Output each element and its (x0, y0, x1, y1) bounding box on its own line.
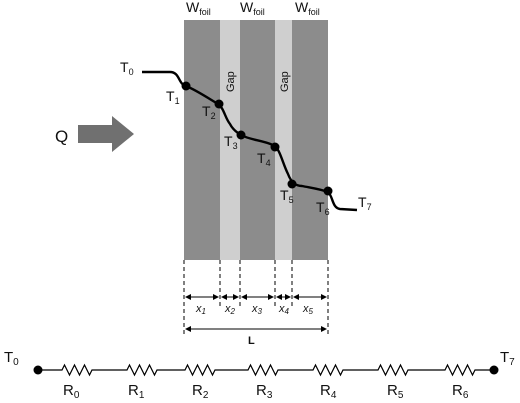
resistor-label-r5: R5 (387, 382, 404, 401)
gap-layer-1 (220, 20, 240, 260)
node-t3 (236, 130, 246, 140)
resistor-label-r4: R4 (320, 382, 337, 401)
foil-layer-1 (184, 20, 220, 260)
gap-label-2: Gap (279, 71, 291, 92)
temp-label-t7: T7 (358, 194, 372, 212)
foil-label-3: Wfoil (295, 0, 320, 17)
network-node-t0 (33, 365, 43, 375)
node-t1 (181, 81, 191, 91)
gap-label-1: Gap (225, 71, 237, 92)
gap-layer-2 (275, 20, 292, 260)
thickness-label-x3: x3 (251, 303, 263, 316)
node-t6 (323, 186, 333, 196)
resistor-label-r3: R3 (256, 382, 273, 401)
temp-label-t1: T1 (166, 88, 180, 106)
node-t5 (287, 179, 297, 189)
thickness-label-x5: x5 (302, 303, 314, 316)
node-t4 (270, 142, 280, 152)
network-label-t7: T7 (500, 349, 515, 368)
dimension-guides (183, 260, 329, 334)
temp-label-t6: T6 (316, 199, 330, 217)
temperature-profile-curve (142, 70, 358, 212)
temp-label-t2: T2 (202, 103, 216, 121)
resistor-network-wire (38, 363, 494, 377)
heat-flux-arrow-icon (78, 116, 134, 152)
resistor-label-r6: R6 (452, 382, 469, 401)
foil-label-2: Wfoil (240, 0, 265, 17)
temp-label-t3: T3 (224, 133, 238, 151)
resistor-label-r2: R2 (192, 382, 209, 401)
temp-label-t0: T0 (120, 59, 134, 77)
foil-layer-3 (292, 20, 328, 260)
foil-label-1: Wfoil (186, 0, 211, 17)
thickness-label-x4: x4 (278, 303, 290, 316)
thickness-label-x1: x1 (195, 303, 206, 316)
resistor-label-r1: R1 (128, 382, 145, 401)
resistor-label-r0: R0 (63, 382, 80, 401)
network-label-t0: T0 (4, 349, 19, 368)
network-node-t7 (489, 365, 499, 375)
thickness-label-x2: x2 (224, 303, 236, 316)
heat-flux-label: Q (55, 127, 68, 146)
node-t2 (214, 99, 224, 109)
temp-label-t4: T4 (257, 150, 271, 168)
total-length-label: L (248, 335, 255, 347)
temp-label-t5: T5 (280, 187, 294, 205)
